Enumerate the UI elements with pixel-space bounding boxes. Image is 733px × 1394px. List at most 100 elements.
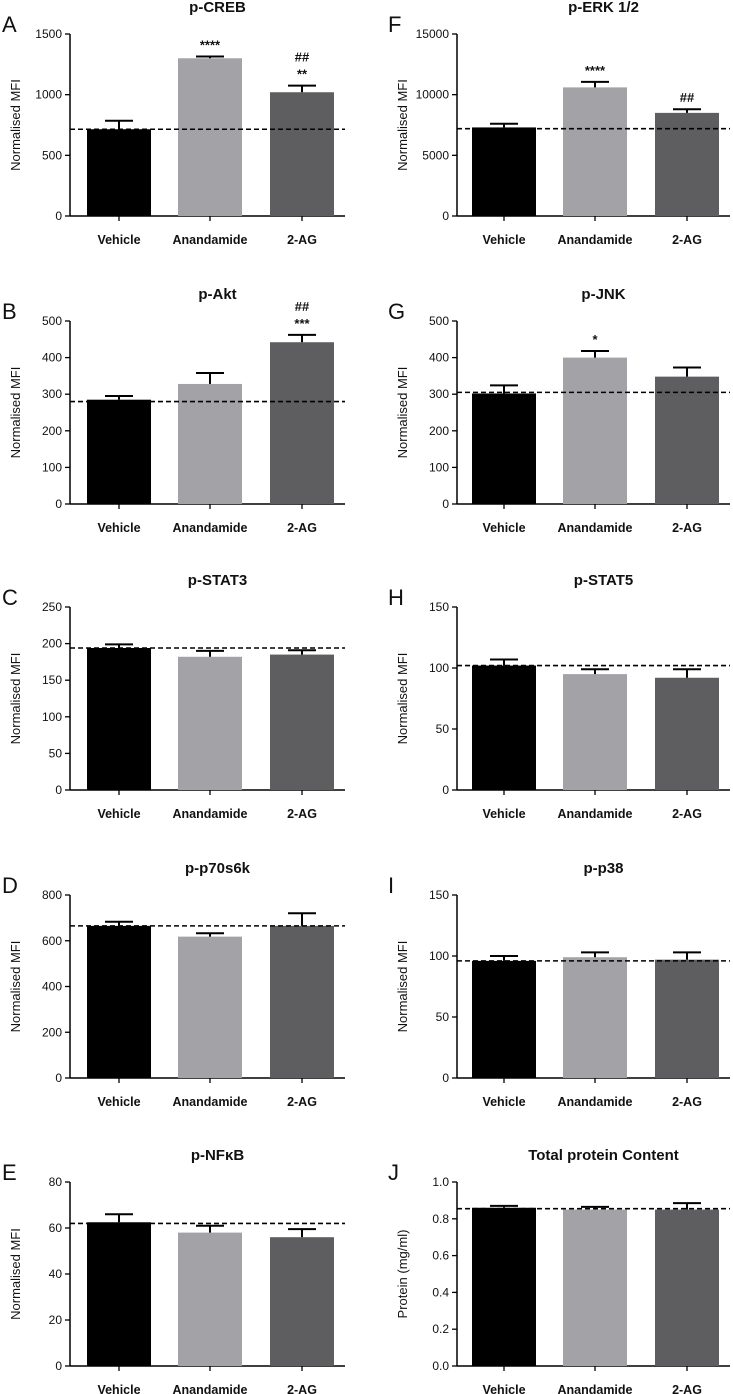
- y-axis-label: Normalised MFI: [395, 653, 410, 745]
- chart-title: p-Akt: [198, 286, 236, 303]
- chart-title: p-ERK 1/2: [568, 0, 639, 16]
- panel-f: Fp-ERK 1/2 0 5000 10000 15000 Normalised MFI V…: [388, 0, 730, 247]
- y-axis-label: Normalised MFI: [395, 79, 410, 171]
- category-label-vehicle: Vehicle: [482, 1095, 525, 1109]
- y-tick-label: 200: [42, 424, 62, 438]
- y-tick-label: 0: [442, 497, 449, 511]
- significance-label: ****: [200, 37, 221, 52]
- panel-letter: B: [2, 299, 17, 324]
- y-axis-label: Protein (mg/ml): [395, 1230, 410, 1319]
- bar-anandamide: [178, 936, 242, 1078]
- significance-label: ##: [295, 299, 310, 314]
- y-tick-label: 100: [429, 460, 449, 474]
- y-tick-label: 200: [42, 637, 62, 651]
- y-tick-label: 60: [49, 1221, 63, 1235]
- y-tick-label: 150: [429, 888, 449, 902]
- category-label-anandamide: Anandamide: [557, 233, 632, 247]
- bar-two-ag: [655, 376, 719, 504]
- panel-letter: D: [2, 873, 18, 898]
- bar-vehicle: [87, 647, 151, 790]
- y-tick-label: 0: [442, 783, 449, 797]
- y-tick-label: 600: [42, 934, 62, 948]
- y-tick-label: 20: [49, 1313, 63, 1327]
- y-tick-label: 1500: [35, 27, 62, 41]
- chart-title: p-JNK: [581, 286, 625, 303]
- y-tick-label: 0: [55, 497, 62, 511]
- category-label-two-ag: 2-AG: [672, 1095, 702, 1109]
- y-axis-label: Normalised MFI: [8, 653, 23, 745]
- category-label-anandamide: Anandamide: [172, 233, 247, 247]
- chart-title: Total protein Content: [528, 1147, 679, 1164]
- panel-b: Bp-Akt 0 100 200 300 400 500 Normalised MFI Vehi…: [2, 286, 345, 535]
- y-tick-label: 0.8: [432, 1212, 449, 1226]
- y-tick-label: 300: [429, 387, 449, 401]
- y-tick-label: 0.2: [432, 1322, 449, 1336]
- category-label-two-ag: 2-AG: [287, 1095, 317, 1109]
- bar-two-ag: [270, 654, 334, 790]
- bar-two-ag: [270, 92, 334, 216]
- chart-title: p-NFκB: [191, 1147, 245, 1164]
- bar-vehicle: [87, 129, 151, 216]
- y-tick-label: 0: [442, 1071, 449, 1085]
- panel-letter: F: [388, 12, 401, 37]
- panel-j: J Total protein Content 0.0 0.2 0.4 0.6 0.8 1.0…: [388, 1147, 730, 1394]
- y-tick-label: 800: [42, 888, 62, 902]
- bar-vehicle: [87, 925, 151, 1078]
- category-label-two-ag: 2-AG: [672, 233, 702, 247]
- bar-vehicle: [472, 665, 536, 790]
- y-tick-label: 100: [429, 949, 449, 963]
- y-tick-label: 80: [49, 1175, 63, 1189]
- y-tick-label: 0: [55, 1359, 62, 1373]
- category-label-two-ag: 2-AG: [287, 1383, 317, 1394]
- category-label-anandamide: Anandamide: [557, 521, 632, 535]
- bar-anandamide: [178, 656, 242, 790]
- category-label-vehicle: Vehicle: [482, 233, 525, 247]
- y-tick-label: 150: [42, 673, 62, 687]
- chart-title: p-CREB: [189, 0, 246, 16]
- bar-vehicle: [472, 960, 536, 1078]
- bar-vehicle: [472, 127, 536, 216]
- y-tick-label: 0: [55, 783, 62, 797]
- y-tick-label: 400: [42, 351, 62, 365]
- significance-label: ##: [680, 90, 695, 105]
- category-label-anandamide: Anandamide: [172, 1095, 247, 1109]
- y-axis-label: Normalised MFI: [8, 367, 23, 459]
- category-label-two-ag: 2-AG: [287, 521, 317, 535]
- y-tick-label: 150: [429, 600, 449, 614]
- y-tick-label: 250: [42, 600, 62, 614]
- chart-title: p-STAT3: [188, 572, 247, 589]
- y-axis-label: Normalised MFI: [8, 1228, 23, 1320]
- category-label-vehicle: Vehicle: [97, 1383, 140, 1394]
- y-tick-label: 50: [436, 722, 450, 736]
- chart-title: p-p70s6k: [185, 860, 251, 877]
- bar-vehicle: [472, 393, 536, 504]
- panel-letter: H: [388, 585, 404, 610]
- panel-a: Ap-CREB 0 500 1000 1500 Normalised MFI Vehicle…: [2, 0, 345, 247]
- y-axis-label: Normalised MFI: [395, 367, 410, 459]
- bar-two-ag: [270, 925, 334, 1078]
- panel-letter: A: [2, 12, 17, 37]
- panel-e: Ep-NFκB 0 20 40 60 80 Normalised MFI Vehicle Ana…: [2, 1147, 345, 1394]
- bar-vehicle: [87, 399, 151, 504]
- category-label-vehicle: Vehicle: [482, 521, 525, 535]
- y-tick-label: 1.0: [432, 1175, 449, 1189]
- significance-label: ***: [294, 316, 310, 331]
- y-tick-label: 500: [42, 314, 62, 328]
- y-tick-label: 5000: [422, 148, 449, 162]
- chart-title: p-STAT5: [574, 572, 633, 589]
- chart-title: p-p38: [583, 860, 623, 877]
- significance-label: *: [592, 332, 598, 347]
- category-label-two-ag: 2-AG: [672, 807, 702, 821]
- panel-letter: C: [2, 585, 18, 610]
- significance-label: **: [297, 67, 308, 82]
- y-tick-label: 0.6: [432, 1249, 449, 1263]
- bar-two-ag: [655, 1209, 719, 1366]
- bar-anandamide: [178, 1232, 242, 1366]
- bar-two-ag: [655, 112, 719, 216]
- y-tick-label: 40: [49, 1267, 63, 1281]
- bar-two-ag: [270, 1237, 334, 1366]
- bar-anandamide: [178, 383, 242, 504]
- category-label-anandamide: Anandamide: [172, 521, 247, 535]
- y-tick-label: 200: [42, 1025, 62, 1039]
- y-tick-label: 100: [42, 710, 62, 724]
